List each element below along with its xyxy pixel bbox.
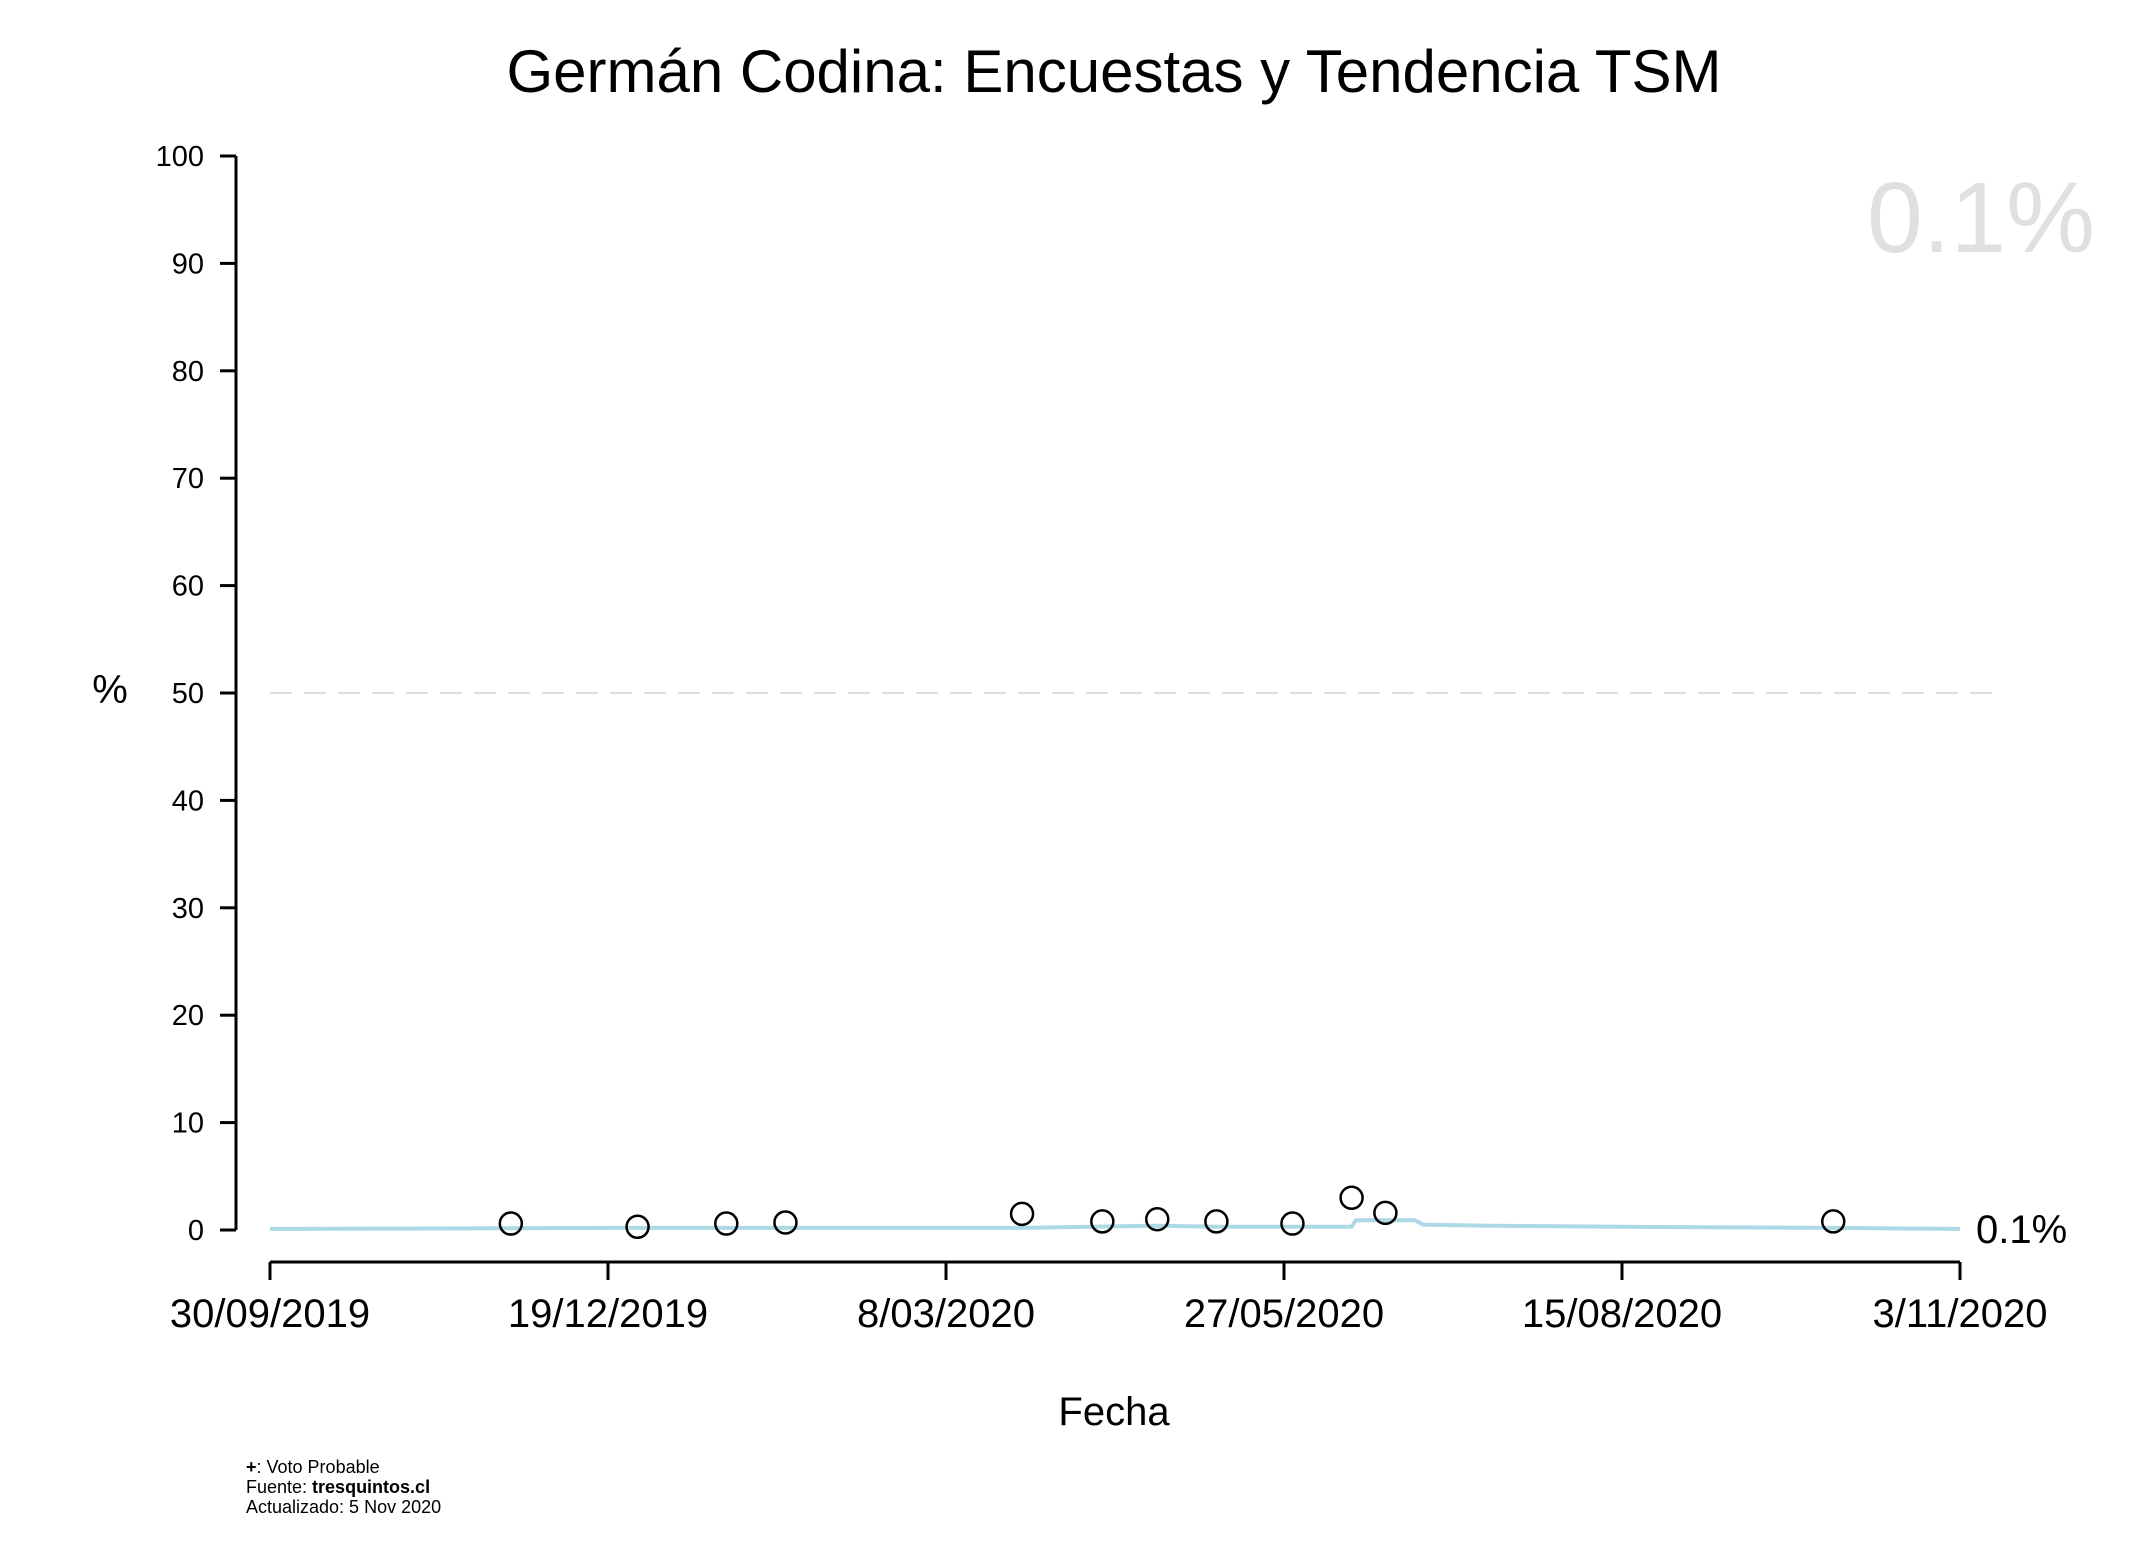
current-value-watermark: 0.1% bbox=[1867, 162, 2095, 274]
y-tick-label: 50 bbox=[172, 678, 204, 710]
y-axis-label: % bbox=[92, 668, 128, 712]
footer-legend-text: : Voto Probable bbox=[257, 1457, 380, 1477]
poll-point bbox=[1821, 1209, 1846, 1234]
x-tick-label: 8/03/2020 bbox=[857, 1292, 1035, 1336]
footer-source: Fuente: tresquintos.cl bbox=[246, 1477, 430, 1497]
x-tick-label: 3/11/2020 bbox=[1873, 1292, 2048, 1336]
x-tick-label: 27/05/2020 bbox=[1184, 1292, 1384, 1336]
poll-point bbox=[498, 1211, 524, 1236]
footer-source-prefix: Fuente: bbox=[246, 1477, 312, 1497]
chart-title: Germán Codina: Encuestas y Tendencia TSM bbox=[506, 38, 1721, 105]
y-tick-label: 60 bbox=[172, 571, 204, 603]
y-tick-label: 70 bbox=[172, 463, 204, 495]
poll-point bbox=[1009, 1201, 1035, 1227]
poll-points-group bbox=[498, 1185, 1846, 1240]
trend-line-group bbox=[269, 1218, 1961, 1231]
y-axis-ticks: 0 10 20 30 40 50 60 70 80 90 100 bbox=[156, 141, 236, 1247]
footer-updated: Actualizado: 5 Nov 2020 bbox=[246, 1497, 441, 1517]
y-tick-label: 90 bbox=[172, 248, 204, 280]
poll-point bbox=[1373, 1200, 1398, 1226]
y-tick-label: 30 bbox=[172, 893, 204, 925]
footer-legend-symbol: + bbox=[246, 1457, 257, 1477]
y-tick-label: 0 bbox=[188, 1215, 204, 1247]
trend-line bbox=[269, 1218, 1961, 1231]
poll-point bbox=[1145, 1207, 1170, 1232]
end-value-label: 0.1% bbox=[1976, 1208, 2067, 1252]
poll-point bbox=[714, 1211, 739, 1236]
y-tick-label: 40 bbox=[172, 785, 204, 817]
y-tick-label: 10 bbox=[172, 1108, 204, 1140]
x-tick-label: 15/08/2020 bbox=[1522, 1292, 1722, 1336]
poll-point bbox=[1280, 1211, 1305, 1236]
y-tick-label: 80 bbox=[172, 356, 204, 388]
poll-point bbox=[1090, 1209, 1115, 1234]
footer-legend: +: Voto Probable bbox=[246, 1457, 380, 1477]
x-tick-label: 19/12/2019 bbox=[508, 1292, 708, 1336]
x-tick-label: 30/09/2019 bbox=[170, 1292, 370, 1336]
y-tick-label: 20 bbox=[172, 1000, 204, 1032]
x-axis-label: Fecha bbox=[1058, 1390, 1170, 1434]
poll-point bbox=[1204, 1209, 1229, 1234]
poll-point bbox=[1339, 1185, 1364, 1211]
footer-source-name: tresquintos.cl bbox=[312, 1477, 430, 1497]
poll-point bbox=[773, 1210, 798, 1235]
y-tick-label: 100 bbox=[156, 141, 204, 173]
poll-point bbox=[625, 1214, 650, 1240]
x-axis-ticks: 30/09/2019 19/12/2019 8/03/2020 27/05/2020 1… bbox=[170, 1262, 2048, 1336]
